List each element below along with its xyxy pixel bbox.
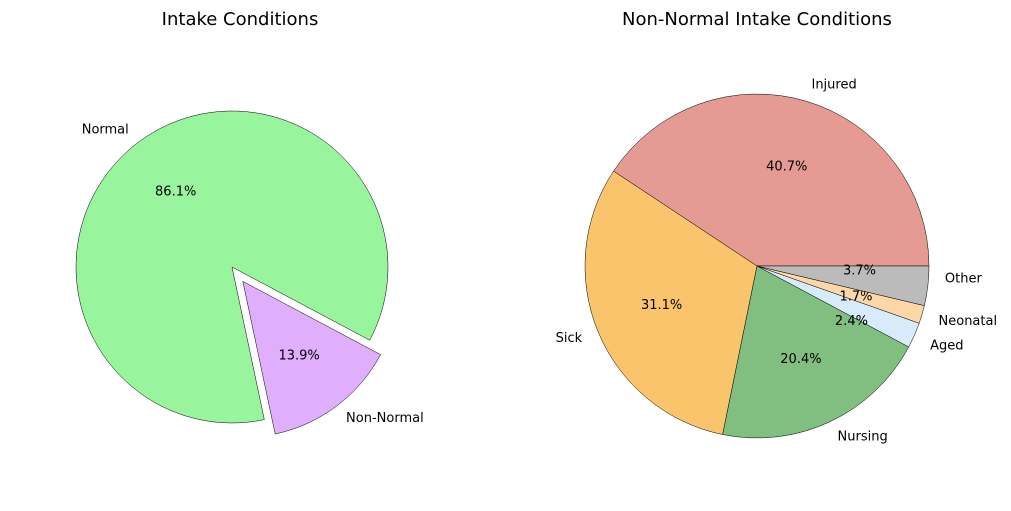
category-label-non-normal: Non-Normal (346, 411, 424, 426)
category-label-normal: Normal (82, 122, 129, 137)
percent-label-aged: 2.4% (835, 314, 868, 329)
category-label-sick: Sick (556, 331, 583, 346)
category-label-other: Other (945, 271, 983, 286)
percent-label-sick: 31.1% (641, 298, 682, 313)
percent-label-injured: 40.7% (766, 160, 807, 175)
percent-label-other: 3.7% (843, 263, 876, 278)
slice-non-normal (242, 280, 381, 435)
category-label-injured: Injured (811, 77, 856, 92)
pie-intake-conditions: Intake Conditions 86.1% Normal 13.9% Non-No… (75, 9, 424, 435)
pie-non-normal-intake-conditions: Non-Normal Intake Conditions 40.7% Injure… (556, 9, 997, 445)
category-label-nursing: Nursing (838, 430, 888, 445)
slice-normal (75, 110, 389, 424)
chart-title-non-normal-intake-conditions: Non-Normal Intake Conditions (622, 9, 892, 30)
percent-label-neonatal: 1.7% (839, 290, 872, 305)
slice-other (756, 265, 930, 306)
percent-label-non-normal: 13.9% (278, 349, 319, 364)
percent-label-normal: 86.1% (155, 185, 196, 200)
slice-sick (584, 170, 758, 435)
slice-nursing (722, 265, 910, 439)
category-label-aged: Aged (930, 339, 963, 354)
percent-label-nursing: 20.4% (780, 352, 821, 367)
chart-title-intake-conditions: Intake Conditions (162, 9, 319, 30)
category-label-neonatal: Neonatal (939, 314, 998, 329)
